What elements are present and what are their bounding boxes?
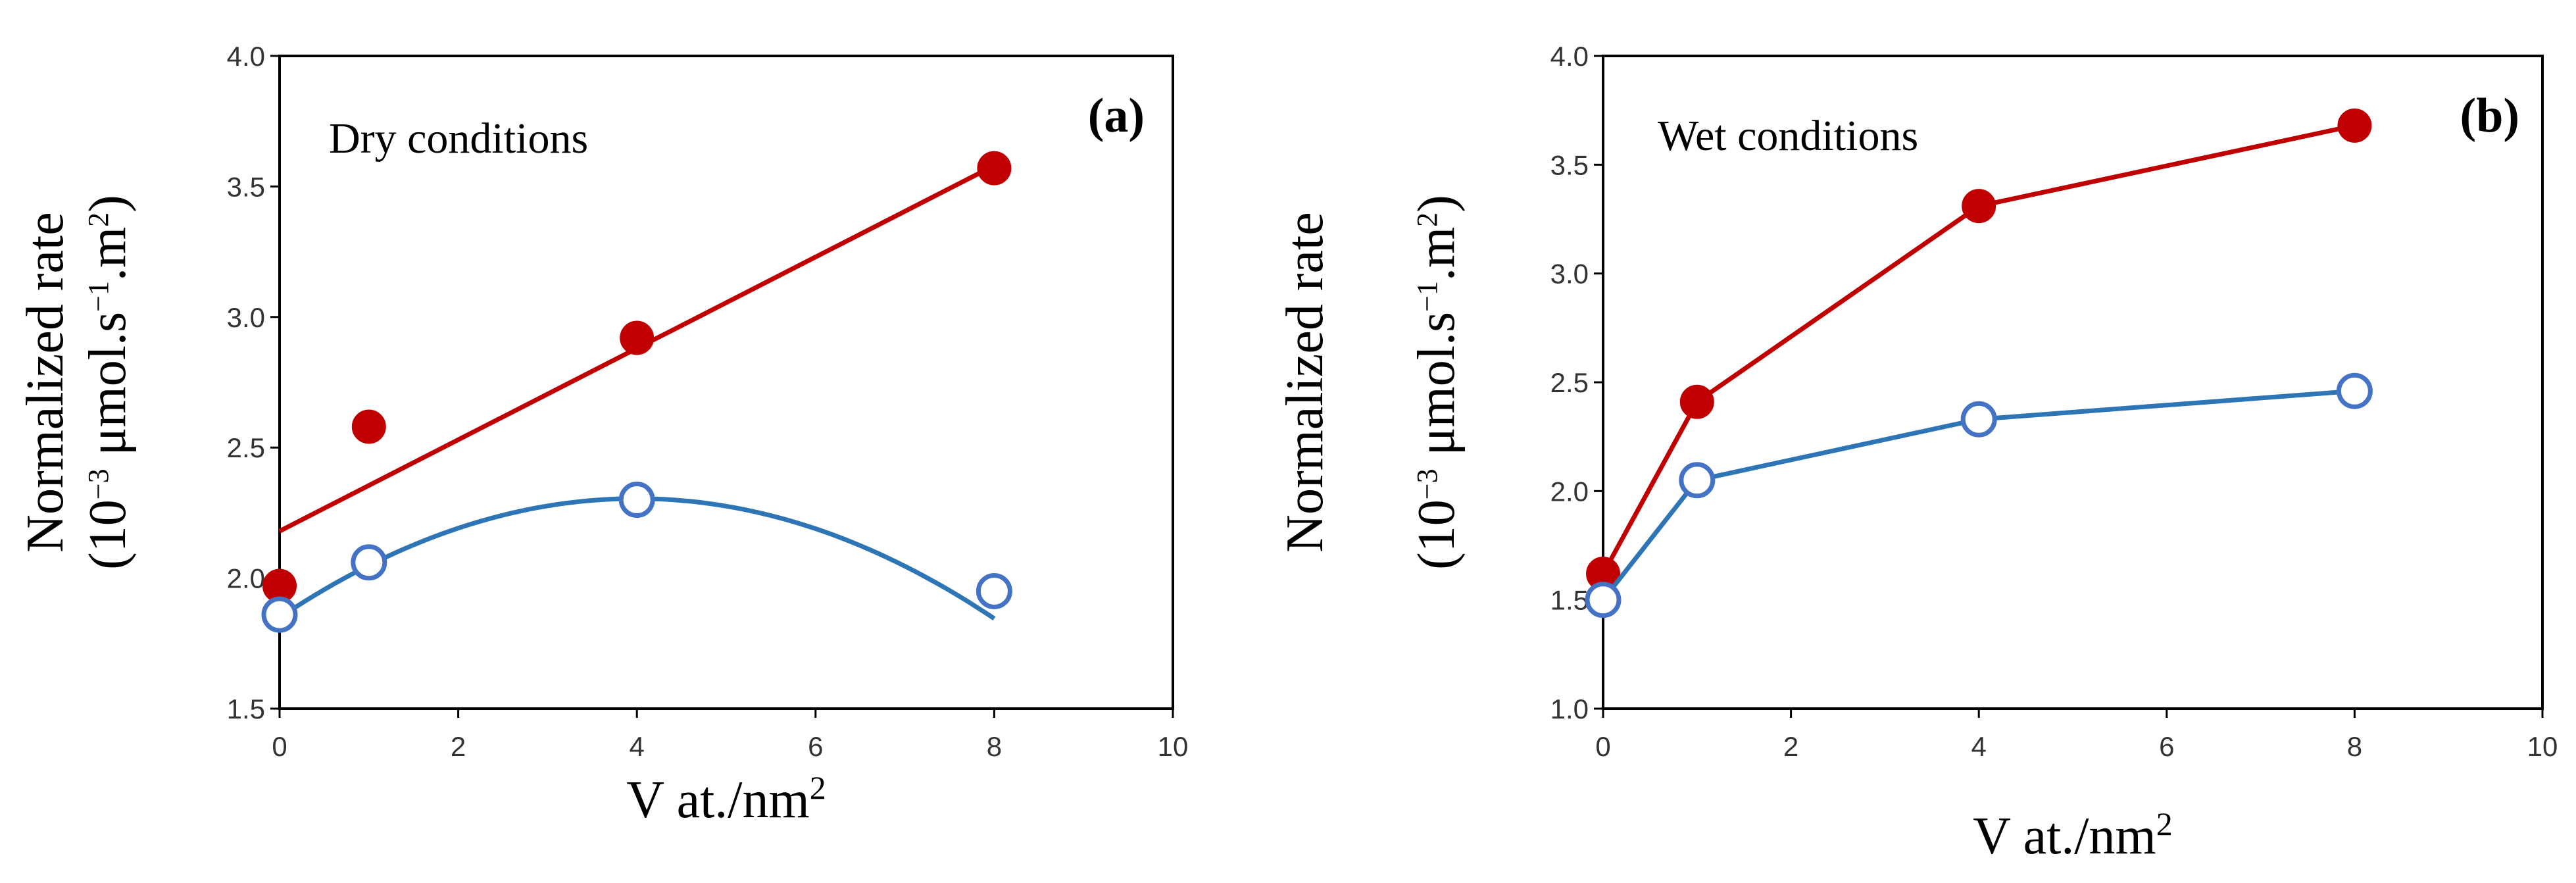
point-blue-open-a-0 [261,596,298,633]
series-line-blue-open-b [1601,388,2355,601]
panel-a: 1.5 2.0 2.5 3.0 3.5 4.0 0 2 4 6 8 10 V at./nm2 Normal… [16,41,1188,829]
point-blue-open-b-1 [1679,462,1716,499]
point-blue-open-a-1 [351,544,387,581]
panel-b: 1.0 1.5 2.0 2.5 3.0 3.5 4.0 0 2 4 6 8 10 V at./nm2 Nor… [1276,41,2558,865]
point-red-filled-b-1 [1679,384,1714,419]
y-tick-label-a-2: 2.5 [227,432,265,463]
y-axis-label-b: Normalized rate [1276,212,1334,553]
x-tick-label-b-3: 6 [2159,731,2174,762]
y-axis-label-a: Normalized rate [16,212,74,553]
y-tick-label-a-5: 4.0 [227,41,265,72]
point-blue-open-a-3 [976,572,1012,609]
point-blue-open-b-2 [1960,401,1997,438]
y-tick-label-b-6: 4.0 [1550,41,1589,72]
y-tick-label-b-2: 2.0 [1550,476,1589,507]
x-tick-label-b-1: 2 [1783,731,1798,762]
annotation-b: Wet conditions [1658,112,1918,160]
y-tick-label-a-3: 3.0 [227,302,265,333]
point-blue-open-b-0 [1585,582,1622,618]
y-axis-label-units-b: (10−3 μmol.s−1.m2) [1408,195,1466,570]
y-tick-label-b-5: 3.5 [1550,149,1589,180]
x-tick-label-a-5: 10 [1158,731,1189,762]
x-tick-label-a-1: 2 [451,731,466,762]
x-tick-label-b-4: 8 [2347,731,2362,762]
y-tick-label-a-0: 1.5 [227,694,265,724]
x-tick-label-a-3: 6 [808,731,823,762]
annotation-a: Dry conditions [329,114,588,163]
x-tick-label-a-0: 0 [272,731,287,762]
series-line-red-filled-b [1600,123,2356,575]
y-tick-label-a-4: 3.5 [227,171,265,202]
x-tick-label-a-2: 4 [630,731,645,762]
point-red-filled-a-1 [351,409,386,444]
y-tick-label-b-4: 3.0 [1550,259,1589,290]
panel-label-a: (a) [1088,89,1145,143]
x-tick-label-b-5: 10 [2527,731,2558,762]
point-red-filled-a-2 [620,320,655,355]
point-red-filled-b-3 [2337,108,2372,143]
point-red-filled-b-2 [1962,189,1996,224]
y-tick-label-b-3: 2.5 [1550,367,1589,398]
x-axis-label-b: V at./nm2 [1973,805,2173,865]
y-tick-label-b-1: 1.5 [1550,585,1589,616]
x-tick-label-a-4: 8 [987,731,1002,762]
y-tick-label-a-1: 2.0 [227,563,265,594]
point-blue-open-b-3 [2336,372,2373,409]
point-red-filled-a-3 [977,151,1012,186]
point-blue-open-a-2 [618,482,655,518]
x-tick-label-b-0: 0 [1595,731,1610,762]
plot-frame-a [278,55,1174,710]
panel-label-b: (b) [2460,89,2519,143]
y-axis-label-units-a: (10−3 μmol.s−1.m2) [79,195,137,570]
y-tick-label-b-0: 1.0 [1550,694,1589,724]
x-axis-label-a: V at./nm2 [626,769,826,829]
x-tick-label-b-2: 4 [1971,731,1987,762]
